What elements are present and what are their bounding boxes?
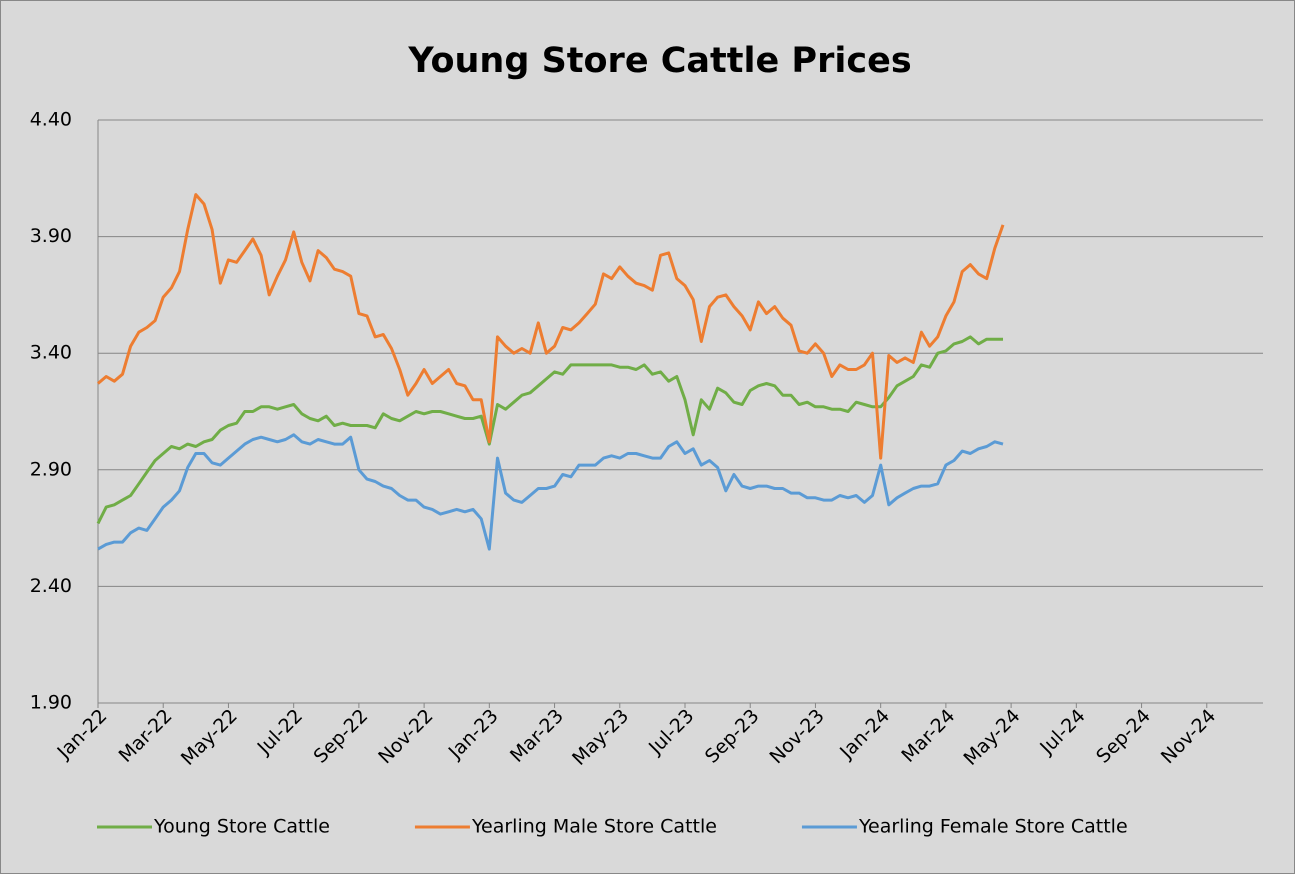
y-tick-label: 3.90	[30, 225, 72, 247]
y-tick-label: 2.40	[30, 575, 72, 597]
series-line	[96, 335, 1003, 525]
series-line	[97, 193, 1005, 460]
legend-label: Yearling Female Store Cattle	[858, 816, 1128, 838]
y-tick-label: 3.40	[30, 342, 72, 364]
chart-title: Young Store Cattle Prices	[407, 41, 911, 81]
legend-label: Young Store Cattle	[153, 816, 330, 838]
y-tick-label: 2.90	[30, 458, 72, 480]
legend-label: Yearling Male Store Cattle	[471, 816, 717, 838]
series-line	[97, 433, 1004, 551]
y-tick-label: 1.90	[30, 692, 72, 714]
y-tick-label: 4.40	[30, 109, 72, 131]
